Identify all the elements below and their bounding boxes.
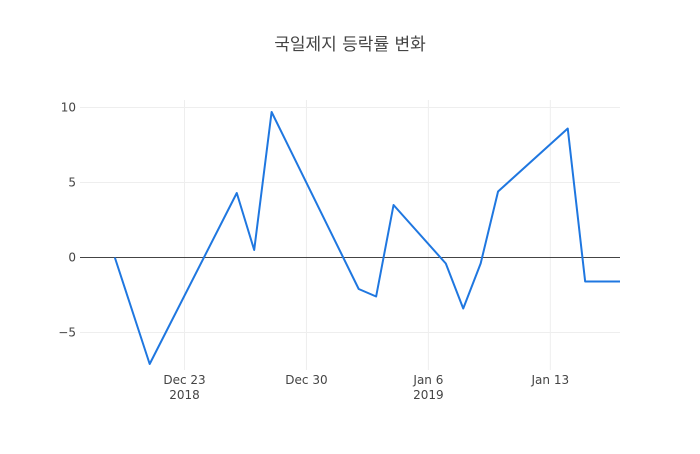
x-tick-year-label: 2018 <box>169 388 200 402</box>
series-layer <box>115 112 620 364</box>
series-line <box>115 112 620 364</box>
y-tick-label: 5 <box>68 176 76 190</box>
x-tick-label: Jan 13 <box>531 373 570 387</box>
y-tick-label: −5 <box>58 326 76 340</box>
y-tick-label: 10 <box>61 101 76 115</box>
grid-layer <box>80 100 620 370</box>
x-tick-label: Dec 23 <box>163 373 205 387</box>
x-tick-label: Jan 6 <box>412 373 443 387</box>
y-tick-label: 0 <box>68 251 76 265</box>
x-tick-label: Dec 30 <box>285 373 327 387</box>
chart-title: 국일제지 등락률 변화 <box>274 35 426 55</box>
x-tick-year-label: 2019 <box>413 388 444 402</box>
